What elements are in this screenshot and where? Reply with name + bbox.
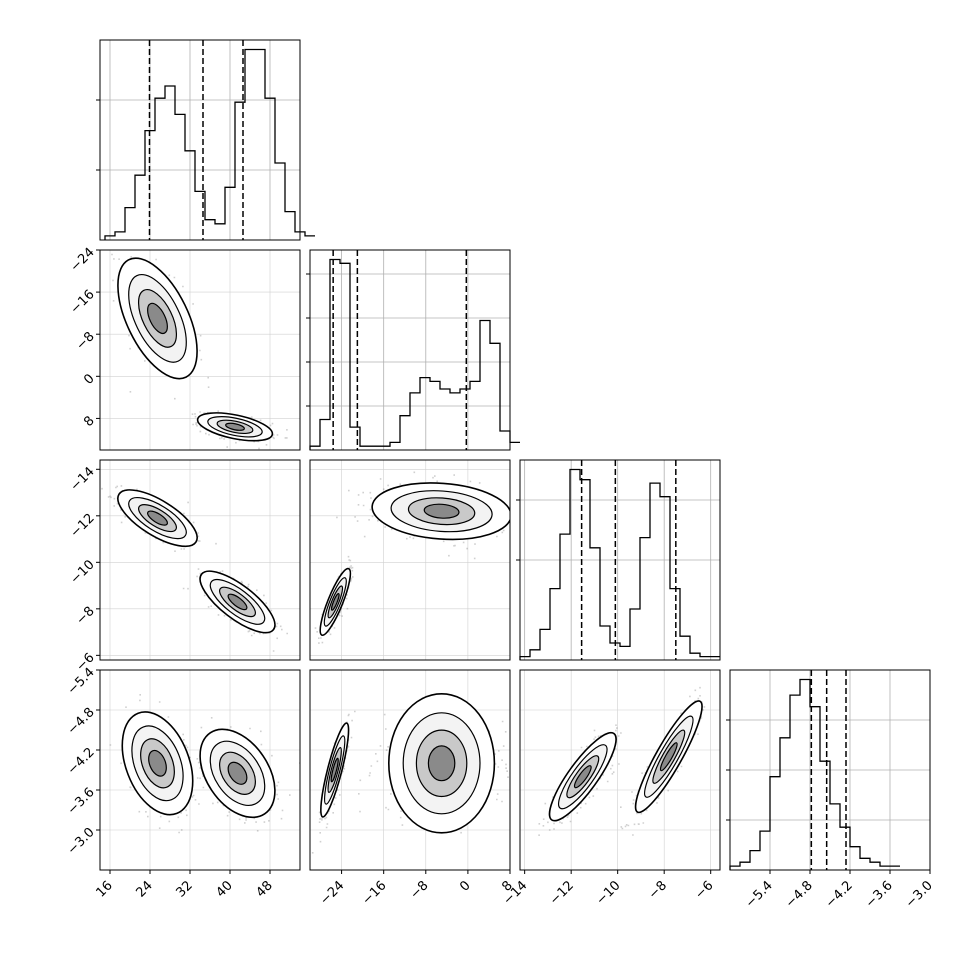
xtick-label-1-2: −8: [407, 878, 431, 902]
contour-0-3: [573, 765, 592, 789]
ytick-label-3-2: −4.2: [65, 745, 98, 778]
hist-panel-1: [306, 249, 520, 451]
contour-1-3: [423, 503, 460, 519]
ytick-label-2-0: −14: [68, 464, 98, 494]
pair-frame-1-2: [309, 459, 511, 661]
pair-marks-0-3: [100, 670, 300, 870]
xtick-label-1-3: 0: [457, 878, 473, 894]
xtick-label-2-3: −8: [646, 878, 670, 902]
hist-step-1: [309, 258, 520, 450]
xtick-label-1-0: −24: [317, 878, 347, 908]
xtick-label-2-1: −12: [547, 878, 577, 908]
hist-frame-2: [519, 459, 721, 661]
ytick-label-1-4: 8: [81, 413, 97, 429]
hist-bg-0: [100, 40, 300, 240]
xtick-label-2-4: −6: [692, 878, 716, 902]
xtick-label-3-4: −3.0: [903, 878, 936, 911]
pair-marks-0-2: [100, 460, 300, 660]
xtick-label-1-1: −16: [360, 878, 390, 908]
xtick-label-3-1: −4.8: [783, 878, 816, 911]
pair-marks-1-3: [310, 670, 510, 870]
ytick-label-2-3: −8: [73, 604, 97, 628]
ytick-label-3-3: −3.6: [65, 785, 98, 818]
contour-0-3: [147, 302, 168, 335]
hist-step-3: [729, 678, 900, 870]
hist-panel-0: [96, 39, 315, 241]
pair-panel-0-1: [99, 249, 301, 451]
contour-0-3: [330, 757, 339, 783]
contour-0-3: [148, 749, 167, 777]
ytick-label-1-0: −24: [68, 245, 98, 275]
xtick-label-0-3: 40: [214, 878, 236, 900]
pair-panel-2-3: [519, 669, 721, 871]
xtick-label-3-0: −5.4: [743, 878, 776, 911]
ytick-label-3-1: −4.8: [65, 705, 98, 738]
xtick-label-0-2: 32: [174, 878, 196, 900]
contour-1-3: [427, 745, 456, 782]
xtick-label-3-2: −4.2: [823, 878, 856, 911]
pair-marks-2-3: [520, 670, 720, 870]
xtick-label-3-3: −3.6: [863, 878, 896, 911]
ytick-label-3-4: −3.0: [65, 825, 98, 858]
contour-1-3: [225, 422, 245, 431]
pair-bg-2-3: [520, 670, 720, 870]
hist-panel-3: [726, 669, 931, 871]
contour-1-3: [227, 761, 248, 785]
contour-0-3: [147, 510, 168, 526]
pair-frame-1-3: [309, 669, 511, 871]
ytick-label-3-0: −5.4: [65, 665, 98, 698]
ytick-label-1-2: −8: [73, 329, 97, 353]
pair-frame-0-2: [99, 459, 301, 661]
ytick-label-2-2: −10: [68, 557, 98, 587]
pair-panel-0-3: [99, 669, 301, 871]
xtick-label-2-2: −10: [593, 878, 623, 908]
hist-frame-0: [99, 39, 301, 241]
hist-step-0: [104, 48, 315, 240]
pair-panel-1-3: [309, 669, 511, 871]
pair-frame-2-3: [519, 669, 721, 871]
pair-frame-0-1: [99, 249, 301, 451]
xtick-label-0-0: 16: [94, 878, 116, 900]
ytick-label-2-1: −12: [68, 511, 98, 541]
pair-frame-0-3: [99, 669, 301, 871]
contour-1-3: [659, 742, 678, 772]
pair-marks-0-1: [100, 250, 300, 450]
hist-bg-1: [310, 250, 510, 450]
hist-frame-1: [309, 249, 511, 451]
ytick-label-1-3: 0: [81, 371, 97, 387]
hist-panel-2: [516, 459, 721, 661]
ytick-label-1-1: −16: [68, 287, 98, 317]
pair-marks-1-2: [310, 460, 510, 660]
xtick-label-0-4: 48: [254, 878, 276, 900]
contour-1-3: [227, 593, 248, 611]
pair-panel-1-2: [309, 459, 511, 661]
contour-0-3: [330, 593, 340, 611]
xtick-label-0-1: 24: [134, 878, 156, 900]
pair-panel-0-2: [99, 459, 301, 661]
hist-frame-3: [729, 669, 931, 871]
